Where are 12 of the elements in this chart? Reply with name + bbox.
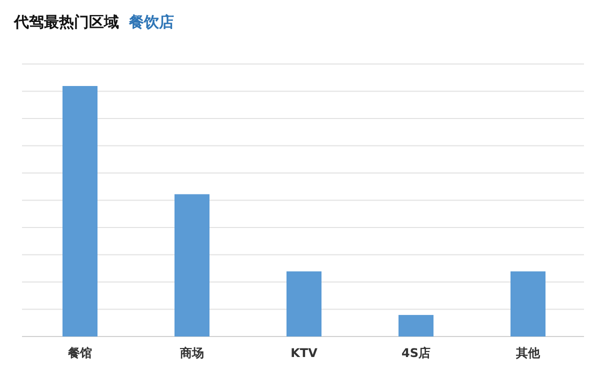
bar (510, 271, 546, 336)
x-tick-label: 餐馆 (67, 346, 92, 360)
x-tick-label: 其他 (515, 346, 541, 360)
x-tick-label: KTV (290, 346, 318, 360)
bar (174, 194, 210, 336)
bar (398, 314, 434, 336)
bar (286, 271, 322, 336)
x-tick-label: 4S店 (402, 346, 430, 360)
chart-subtitle: 餐饮店 (128, 13, 174, 31)
chart-title: 代驾最热门区域 (13, 13, 119, 31)
bar (62, 86, 98, 336)
x-tick-label: 商场 (179, 346, 204, 360)
